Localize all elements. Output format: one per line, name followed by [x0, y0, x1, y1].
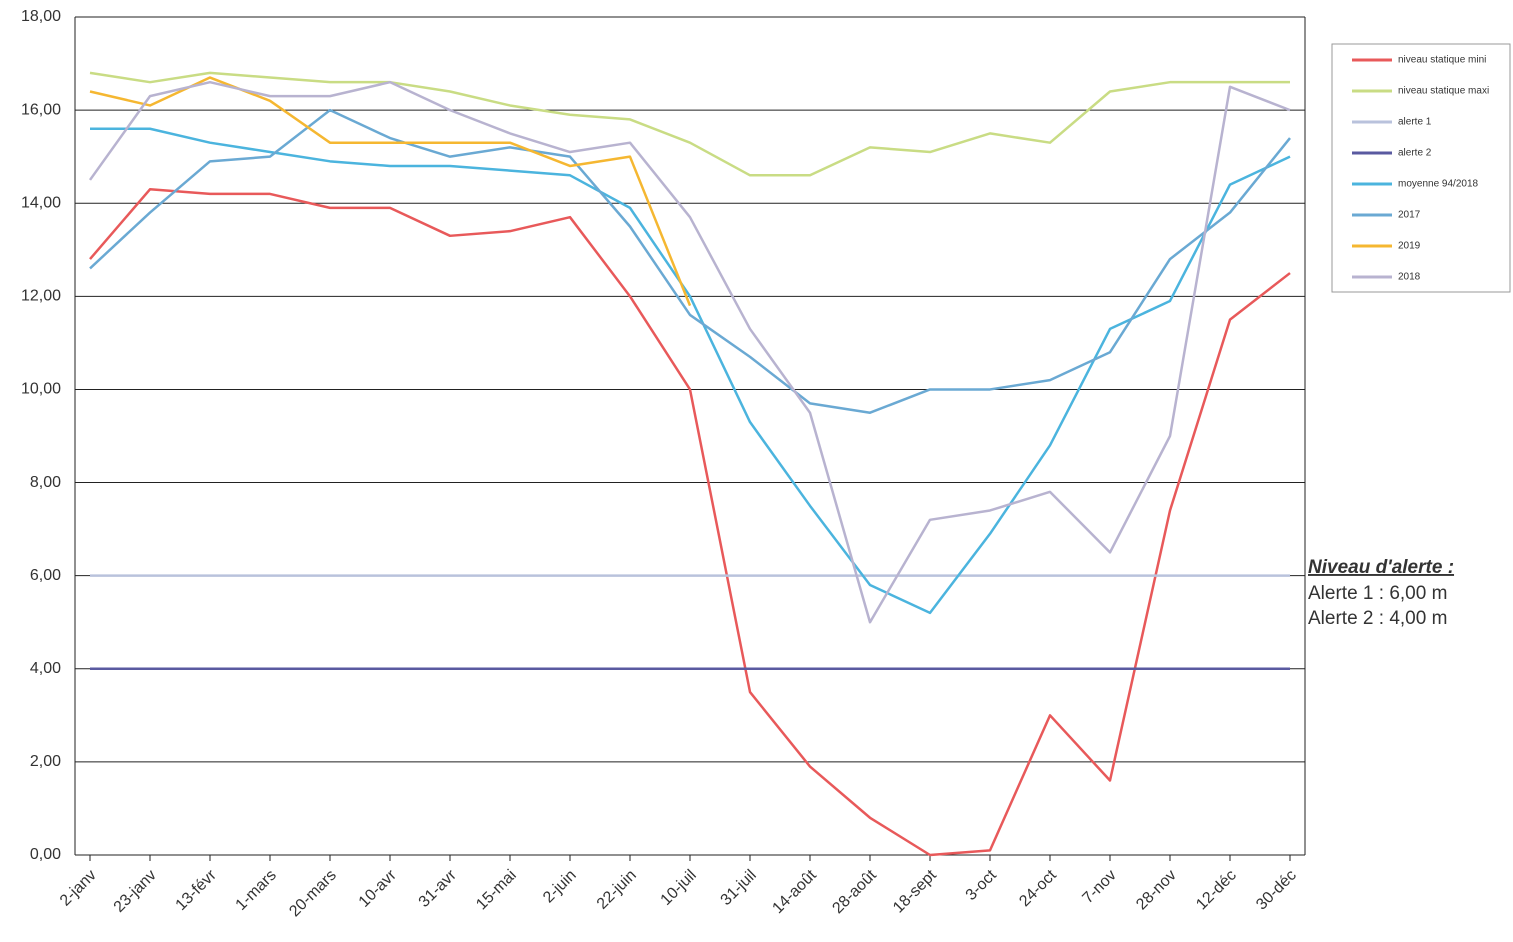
- x-tick-label: 23-janv: [111, 867, 160, 916]
- series-line: [88, 80, 1291, 624]
- y-tick-label: 18,00: [21, 8, 61, 25]
- x-tick-label: 18-sept: [890, 866, 940, 916]
- series-line: [90, 127, 1291, 615]
- y-tick-label: 8,00: [30, 474, 61, 491]
- series-line: [89, 188, 1291, 857]
- x-tick-label: 28-août: [829, 866, 880, 917]
- annotation: Niveau d'alerte :: [1308, 557, 1454, 578]
- x-tick-label: 2-janv: [57, 867, 100, 910]
- y-tick-label: 2,00: [30, 753, 61, 770]
- x-tick-label: 1-mars: [233, 867, 280, 914]
- annotation: Alerte 2 : 4,00 m: [1308, 608, 1447, 629]
- y-tick-label: 12,00: [21, 288, 61, 305]
- x-tick-label: 31-juil: [718, 867, 760, 909]
- legend-label: niveau statique mini: [1398, 55, 1486, 66]
- annotation: Alerte 1 : 6,00 m: [1308, 583, 1447, 604]
- x-tick-label: 28-nov: [1133, 867, 1180, 914]
- y-tick-label: 6,00: [30, 567, 61, 584]
- x-tick-label: 10-juil: [658, 867, 700, 909]
- x-tick-label: 15-mai: [473, 867, 520, 914]
- series-line: [89, 71, 1290, 177]
- x-tick-label: 20-mars: [286, 867, 340, 921]
- x-tick-label: 24-oct: [1016, 866, 1060, 910]
- series-line: [89, 108, 1291, 414]
- y-tick-label: 10,00: [21, 381, 61, 398]
- x-tick-label: 30-déc: [1253, 867, 1300, 914]
- legend-label: alerte 2: [1398, 148, 1432, 159]
- y-tick-label: 4,00: [30, 660, 61, 677]
- x-tick-label: 13-févr: [173, 866, 221, 914]
- x-tick-label: 14-août: [769, 866, 820, 917]
- legend-label: alerte 1: [1398, 117, 1432, 128]
- legend-label: niveau statique maxi: [1398, 86, 1489, 97]
- x-tick-label: 3-oct: [963, 866, 1001, 904]
- x-tick-label: 2-juin: [540, 867, 580, 907]
- legend-label: 2018: [1398, 272, 1421, 283]
- y-tick-label: 14,00: [21, 194, 61, 211]
- x-tick-label: 7-nov: [1079, 867, 1119, 907]
- legend-label: 2019: [1398, 241, 1421, 252]
- legend-label: 2017: [1398, 210, 1421, 221]
- legend-label: moyenne 94/2018: [1398, 179, 1479, 190]
- y-tick-label: 16,00: [21, 101, 61, 118]
- x-tick-label: 31-avr: [416, 866, 461, 911]
- x-tick-label: 12-déc: [1193, 867, 1240, 914]
- x-tick-label: 22-juin: [594, 867, 640, 913]
- x-tick-label: 10-avr: [356, 866, 401, 911]
- y-tick-label: 0,00: [30, 846, 61, 863]
- legend-box: [1331, 43, 1511, 293]
